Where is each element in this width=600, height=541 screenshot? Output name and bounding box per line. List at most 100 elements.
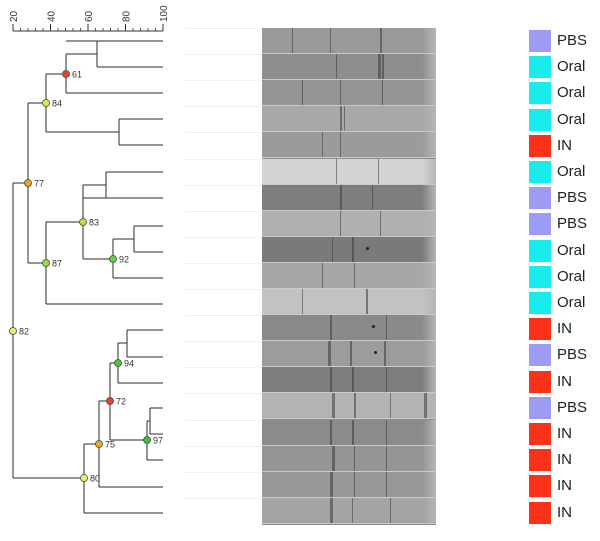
gel-lane — [262, 106, 436, 133]
row-guide-line — [185, 315, 262, 317]
row-guide-line — [185, 367, 262, 369]
legend-label: IN — [557, 503, 572, 521]
legend-label: IN — [557, 477, 572, 495]
gel-band — [330, 471, 333, 497]
legend-swatch — [529, 82, 551, 105]
similarity-scale: 20 40 60 80 100 — [9, 5, 170, 32]
scale-tick-label: 80 — [122, 10, 133, 22]
gel-band — [378, 54, 381, 80]
scale-tick-label: 20 — [9, 10, 20, 22]
node-marker — [143, 436, 151, 444]
gel-band — [354, 471, 355, 497]
gel-band — [336, 54, 337, 80]
gel-lane — [262, 54, 436, 81]
gel-band — [352, 497, 353, 523]
gel-image — [262, 28, 436, 525]
node-similarity-label: 77 — [34, 179, 44, 189]
legend-label: IN — [557, 320, 572, 338]
gel-band — [302, 80, 303, 106]
gel-lane — [262, 184, 436, 211]
row-guide-line — [185, 341, 262, 343]
gel-band — [330, 497, 333, 523]
node-marker — [95, 440, 103, 448]
gel-band — [386, 367, 387, 393]
gel-band — [344, 106, 345, 132]
legend-swatch — [529, 370, 551, 393]
node-similarity-label: 61 — [72, 70, 82, 80]
legend-swatch — [529, 30, 551, 52]
node-marker — [9, 327, 17, 335]
gel-lane — [262, 497, 436, 524]
row-guide-line — [185, 28, 262, 29]
legend-label: Oral — [557, 110, 586, 128]
legend-swatch — [529, 449, 551, 472]
gel-band — [354, 393, 356, 419]
gel-lane — [262, 393, 436, 420]
node-marker — [42, 99, 50, 107]
row-guide-line — [185, 106, 262, 108]
row-guide-line — [185, 132, 262, 134]
legend-swatch — [529, 134, 551, 157]
legend-label: PBS — [557, 32, 588, 49]
legend-label: IN — [557, 425, 572, 442]
node-marker — [80, 474, 88, 482]
legend-label: Oral — [557, 163, 586, 180]
row-guide-line — [185, 445, 262, 447]
row-guide-line — [185, 210, 262, 212]
gel-band — [352, 367, 354, 393]
legend-label: Oral — [557, 294, 586, 311]
legend-label: IN — [557, 451, 572, 469]
node-marker — [24, 179, 32, 187]
node-similarity-label: 92 — [119, 255, 129, 265]
dendrogram-branches — [12, 40, 163, 514]
legend-label: Oral — [557, 267, 586, 285]
legend-label: PBS — [557, 398, 588, 416]
node-similarity-label: 80 — [90, 474, 100, 484]
legend-label: IN — [557, 372, 572, 390]
scale-tick-label: 100 — [159, 5, 170, 22]
node-marker — [106, 397, 114, 405]
gel-band — [424, 393, 427, 419]
node-marker — [42, 259, 50, 267]
gel-lane — [262, 236, 436, 263]
node-similarity-label: 72 — [116, 397, 126, 407]
gel-band — [302, 289, 303, 315]
gel-band — [350, 341, 352, 367]
legend-swatch — [529, 56, 551, 79]
gel-spot — [372, 325, 375, 329]
row-guide-line — [185, 184, 262, 186]
gel-band — [340, 132, 342, 158]
gel-band — [380, 210, 381, 236]
legend-label: PBS — [557, 346, 588, 364]
gel-band — [386, 315, 387, 341]
gel-band — [340, 80, 341, 106]
dendrogram-nodes: 61 84 77 83 92 87 82 94 72 75 97 80 — [9, 70, 163, 484]
legend-swatch — [529, 318, 551, 341]
gel-band — [352, 419, 354, 445]
gel-band — [328, 341, 331, 367]
gel-lane — [262, 80, 436, 107]
row-guide-line — [185, 419, 262, 421]
legend-label: PBS — [557, 215, 588, 233]
gel-band — [366, 289, 368, 315]
gel-lane — [262, 315, 436, 342]
legend-swatch — [529, 239, 551, 262]
gel-band — [386, 445, 387, 471]
gel-band — [382, 80, 383, 106]
gel-band — [322, 132, 323, 158]
row-guide-line — [185, 158, 262, 160]
node-similarity-label: 94 — [124, 359, 134, 369]
row-guide-line — [185, 262, 262, 264]
gel-band — [354, 445, 355, 471]
gel-lane — [262, 289, 436, 316]
node-marker — [62, 70, 70, 78]
node-marker — [114, 359, 122, 367]
legend-label: IN — [557, 136, 572, 154]
node-similarity-label: 75 — [105, 440, 115, 450]
gel-band — [380, 28, 382, 54]
gel-band — [378, 158, 379, 184]
gel-band — [382, 54, 384, 80]
gel-lane — [262, 367, 436, 394]
gel-lane — [262, 471, 436, 498]
gel-band — [336, 158, 337, 184]
